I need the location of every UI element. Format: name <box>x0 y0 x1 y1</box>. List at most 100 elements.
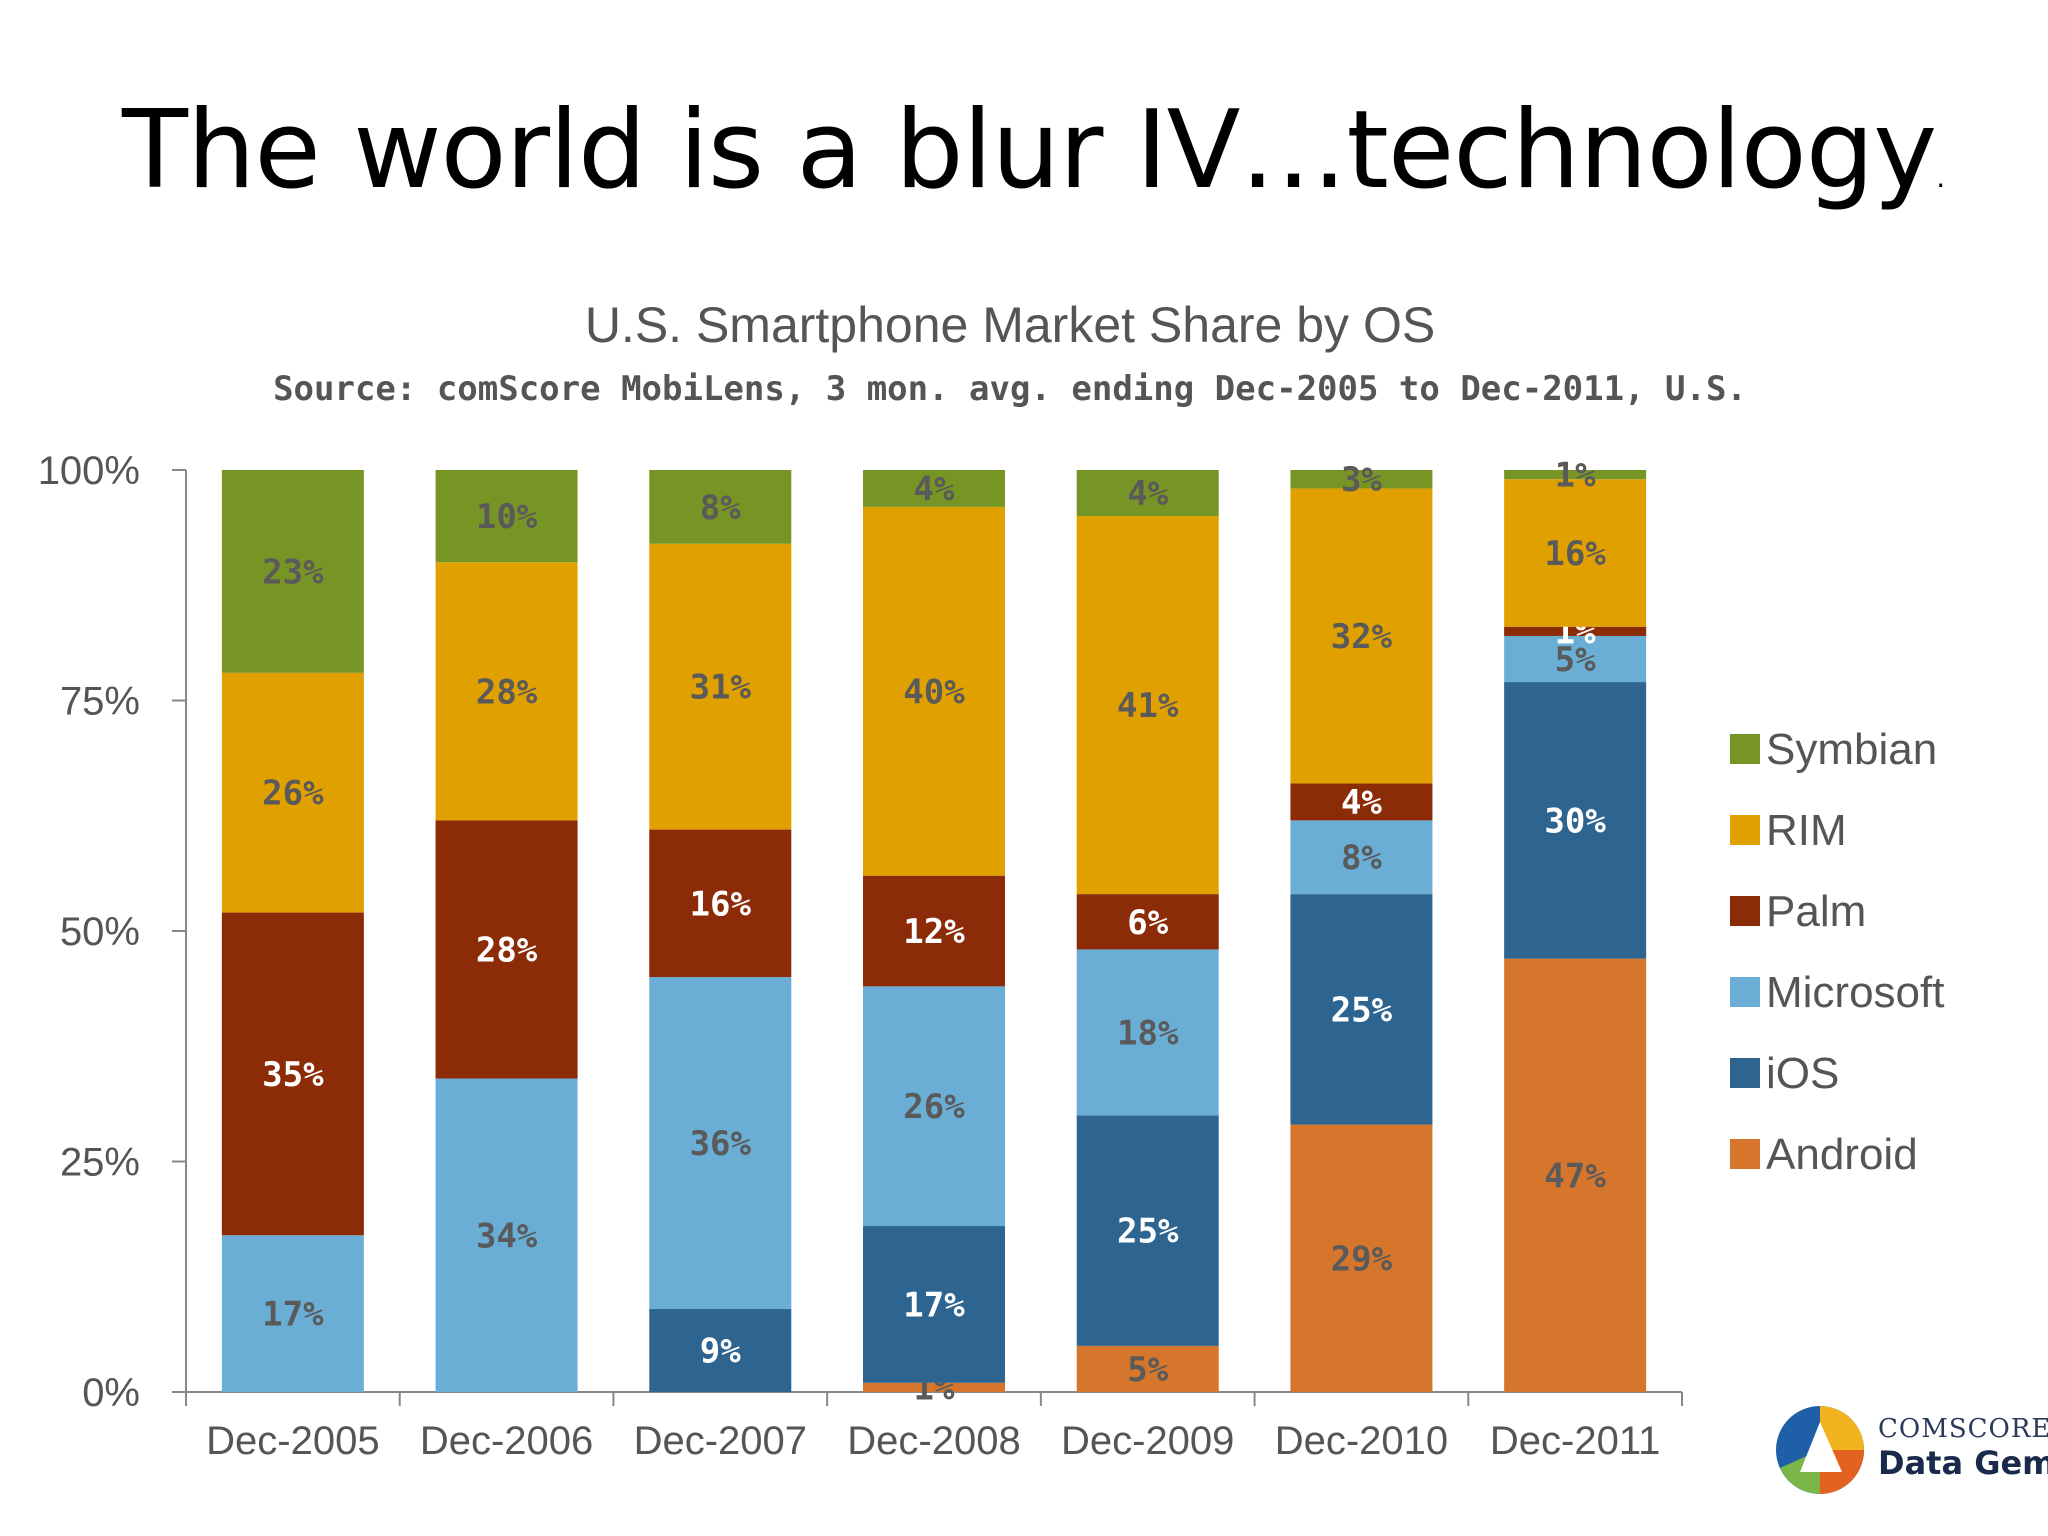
bar-segment-palm <box>649 829 792 978</box>
data-label: 36% <box>690 1124 752 1164</box>
legend-label-ios: iOS <box>1766 1049 1839 1098</box>
legend-label-android: Android <box>1766 1130 1918 1179</box>
x-tick-label: Dec-2007 <box>634 1419 807 1463</box>
y-tick-label: 25% <box>60 1141 140 1185</box>
data-label: 5% <box>1127 1350 1168 1390</box>
bar-segment-microsoft <box>1504 635 1647 683</box>
bar-segment-microsoft <box>863 986 1005 1227</box>
bar-segment-rim <box>221 672 364 913</box>
bar-segment-rim <box>1290 488 1433 784</box>
data-label: 29% <box>1331 1239 1393 1279</box>
data-label: 28% <box>476 672 538 712</box>
legend-label-microsoft: Microsoft <box>1766 968 1944 1017</box>
bar-segment-palm <box>221 912 364 1236</box>
y-tick-label: 100% <box>38 449 140 493</box>
bar-segment-palm <box>863 875 1005 987</box>
bar-segment-symbian <box>221 470 364 673</box>
data-label: 25% <box>1331 990 1393 1030</box>
bar-segment-rim <box>1504 479 1647 627</box>
data-label: 12% <box>903 912 965 952</box>
bar-segment-microsoft <box>435 1078 578 1392</box>
data-label: 26% <box>903 1087 965 1127</box>
comscore-logo-icon <box>1776 1406 1864 1494</box>
legend-label-palm: Palm <box>1766 887 1866 936</box>
legend-swatch-microsoft <box>1730 977 1760 1007</box>
data-label: 31% <box>690 668 752 708</box>
x-tick-label: Dec-2011 <box>1490 1419 1660 1463</box>
chart-title: U.S. Smartphone Market Share by OS <box>585 297 1435 353</box>
bar-segment-rim <box>863 506 1005 876</box>
data-label: 17% <box>903 1285 965 1325</box>
bar-segment-rim <box>1076 516 1219 895</box>
bar-segment-microsoft <box>1290 820 1433 895</box>
bar-segment-microsoft <box>649 977 792 1310</box>
bar-segment-ios <box>1076 1115 1219 1346</box>
bar-segment-palm <box>1290 783 1433 821</box>
bar-segment-microsoft <box>221 1235 364 1392</box>
x-tick-label: Dec-2006 <box>420 1419 593 1463</box>
data-label: 16% <box>690 884 752 924</box>
comscore-logo: COMSCORE Data Gem <box>1770 1398 2048 1498</box>
data-label: 4% <box>914 469 955 509</box>
chart-bars: 17% 35% 26% 23% 34% 28% 28% 10% 9% 36% 16% 31% 8% 1% 1… <box>221 456 1647 1408</box>
legend-swatch-ios <box>1730 1058 1760 1088</box>
data-label: 35% <box>262 1055 324 1095</box>
data-label: 1% <box>1555 456 1596 496</box>
bar-segment-android <box>863 1382 1005 1392</box>
slide-title: The world is a blur IV…technology. <box>122 88 1945 213</box>
legend-swatch-rim <box>1730 815 1760 845</box>
data-label: 32% <box>1331 617 1393 657</box>
data-label: 18% <box>1117 1013 1179 1053</box>
data-label: 26% <box>262 774 324 814</box>
bar-segment-palm <box>435 820 578 1079</box>
bar-segment-rim <box>435 562 578 821</box>
legend-label-symbian: Symbian <box>1766 725 1937 774</box>
legend-swatch-android <box>1730 1139 1760 1169</box>
data-label: 30% <box>1544 801 1606 841</box>
y-tick-label: 0% <box>82 1371 140 1415</box>
bar-segment-android <box>1504 958 1647 1392</box>
data-label: 9% <box>700 1332 741 1372</box>
legend-label-rim: RIM <box>1766 806 1847 855</box>
chart-axes: 0% 25% 50% 75% 100% Dec-2005 Dec-2006 Dec-2007 D… <box>38 449 1683 1463</box>
bar-segment-rim <box>649 543 792 830</box>
data-label: 17% <box>262 1295 324 1335</box>
data-label: 16% <box>1544 534 1606 574</box>
data-label: 41% <box>1117 686 1179 726</box>
y-tick-label: 50% <box>60 910 140 954</box>
x-tick-label: Dec-2008 <box>847 1419 1020 1463</box>
logo-brand-text: COMSCORE <box>1878 1414 2048 1444</box>
data-label: 28% <box>476 930 538 970</box>
x-tick-label: Dec-2005 <box>206 1419 379 1463</box>
data-label: 8% <box>1341 838 1382 878</box>
bar-segment-palm <box>1076 894 1219 950</box>
slide-title-suffix: . <box>1936 161 1945 194</box>
bar-segment-palm <box>1504 626 1647 636</box>
legend-swatch-symbian <box>1730 734 1760 764</box>
chart-subtitle: Source: comScore MobiLens, 3 mon. avg. e… <box>273 369 1747 409</box>
data-label: 34% <box>476 1216 538 1256</box>
slide-title-text: The world is a blur IV…technology <box>122 88 1937 213</box>
data-label: 23% <box>262 552 324 592</box>
data-label: 4% <box>1127 474 1168 514</box>
x-tick-label: Dec-2009 <box>1061 1419 1234 1463</box>
data-label: 3% <box>1341 460 1382 500</box>
data-label: 40% <box>903 672 965 712</box>
bar-segment-symbian <box>649 470 792 544</box>
data-label: 47% <box>1544 1156 1606 1196</box>
data-label: 8% <box>700 488 741 528</box>
bar-segment-android <box>1076 1345 1219 1392</box>
y-tick-label: 75% <box>60 680 140 724</box>
bar-segment-symbian <box>1290 470 1433 489</box>
data-label: 10% <box>476 497 538 537</box>
data-label: 4% <box>1341 783 1382 823</box>
bar-segment-ios <box>649 1309 792 1392</box>
data-label: 6% <box>1127 903 1168 943</box>
bar-segment-symbian <box>863 470 1005 507</box>
bar-segment-ios <box>863 1226 1005 1383</box>
bar-segment-microsoft <box>1076 949 1219 1116</box>
logo-product-text: Data Gem <box>1878 1444 2048 1482</box>
data-label: 25% <box>1117 1212 1179 1252</box>
bar-segment-symbian <box>1504 470 1647 480</box>
